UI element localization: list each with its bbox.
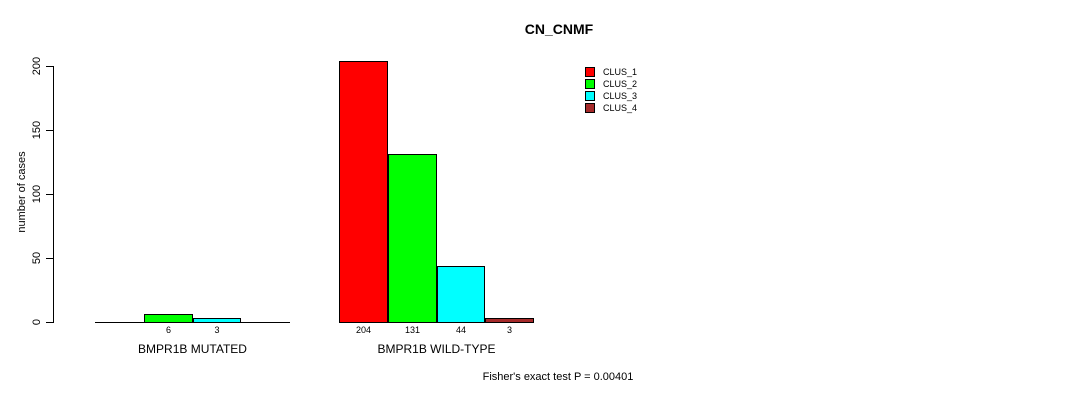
bar-value-label: 44	[455, 325, 467, 335]
legend-label: CLUS_2	[603, 79, 638, 89]
bar-value-label: 3	[506, 325, 513, 335]
legend-item: CLUS_1	[585, 66, 637, 78]
chart-title: CN_CNMF	[524, 21, 594, 37]
legend-label: CLUS_1	[603, 67, 638, 77]
legend: CLUS_1 CLUS_2 CLUS_3 CLUS_4	[585, 66, 637, 114]
y-axis-line	[53, 66, 54, 323]
bar-CLUS_2	[144, 314, 193, 322]
y-tick-mark	[46, 194, 53, 195]
legend-swatch-CLUS_4	[585, 103, 595, 113]
bar-CLUS_2	[388, 154, 437, 322]
legend-swatch-CLUS_2	[585, 79, 595, 89]
bar-CLUS_3	[193, 318, 241, 322]
legend-label: CLUS_4	[603, 103, 638, 113]
bar-value-label: 204	[355, 325, 372, 335]
group-label: BMPR1B WILD-TYPE	[377, 342, 496, 356]
y-axis-label: number of cases	[16, 151, 28, 233]
bar-CLUS_1	[339, 61, 388, 322]
y-tick-label: 0	[31, 318, 43, 326]
legend-item: CLUS_3	[585, 90, 637, 102]
bar-value-label: 3	[214, 325, 220, 335]
y-tick-mark	[46, 322, 53, 323]
bar-CLUS_4	[485, 318, 534, 322]
bar-value-label: 6	[165, 325, 172, 335]
y-tick-label: 150	[31, 120, 43, 140]
legend-item: CLUS_2	[585, 78, 637, 90]
legend-swatch-CLUS_3	[585, 91, 595, 101]
legend-item: CLUS_4	[585, 102, 637, 114]
legend-swatch-CLUS_1	[585, 67, 595, 77]
y-tick-mark	[46, 66, 53, 67]
y-tick-mark	[46, 258, 53, 259]
fisher-test-annotation: Fisher's exact test P = 0.00401	[482, 371, 634, 383]
group-baseline	[339, 322, 534, 323]
y-tick-label: 50	[31, 251, 43, 265]
bar-CLUS_3	[437, 266, 485, 322]
legend-label: CLUS_3	[603, 91, 638, 101]
y-tick-label: 100	[31, 184, 43, 204]
y-tick-label: 200	[31, 56, 43, 76]
y-tick-mark	[46, 130, 53, 131]
group-label: BMPR1B MUTATED	[138, 342, 247, 356]
group-baseline	[95, 322, 290, 323]
bar-value-label: 131	[404, 325, 421, 335]
